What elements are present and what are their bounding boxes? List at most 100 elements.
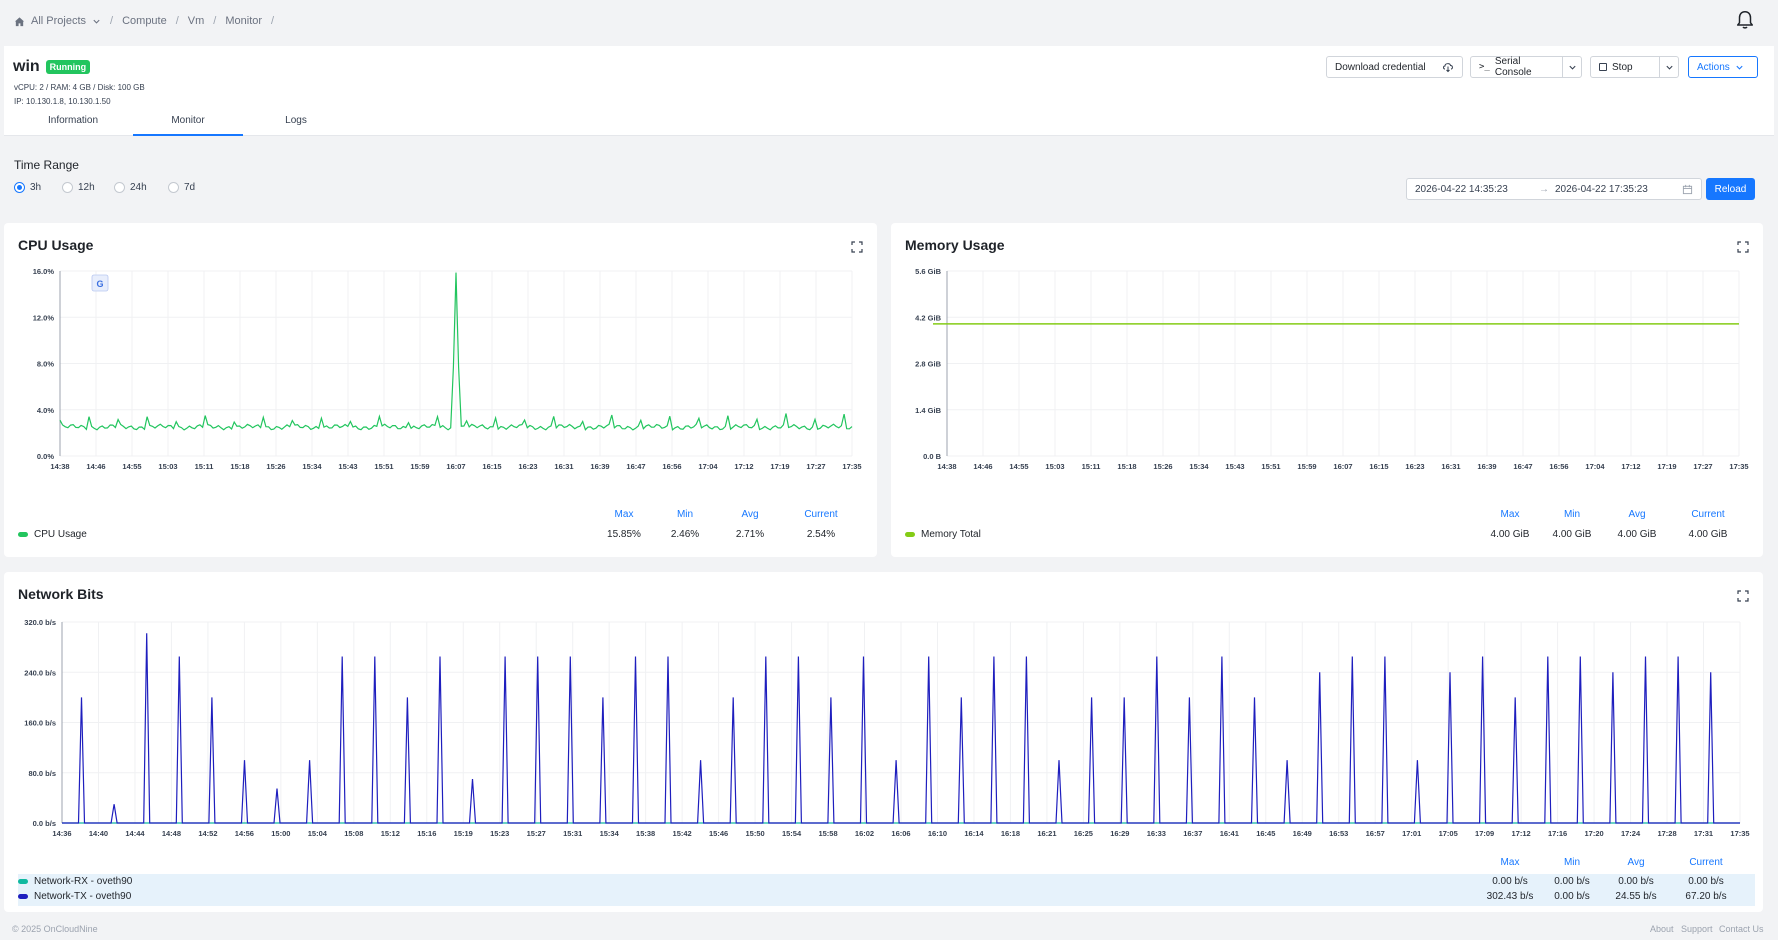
radio-label: 12h xyxy=(78,182,95,193)
y-tick-label: 240.0 b/s xyxy=(24,668,56,677)
stat-header-max: Max xyxy=(1500,509,1520,520)
y-tick-label: 12.0% xyxy=(33,313,55,322)
cpu-usage-series-line xyxy=(59,272,853,431)
x-tick-label: 15:51 xyxy=(1261,462,1280,471)
radio-circle[interactable] xyxy=(114,182,125,193)
x-tick-label: 15:12 xyxy=(381,829,400,838)
radio-circle[interactable] xyxy=(62,182,73,193)
network-rx-legend[interactable]: Network-RX - oveth90 xyxy=(18,876,132,887)
stop-icon xyxy=(1599,63,1607,71)
radio-label: 24h xyxy=(130,182,147,193)
tab-information[interactable]: Information xyxy=(47,115,99,126)
x-tick-label: 17:19 xyxy=(1657,462,1676,471)
footer-contact-link[interactable]: Contact Us xyxy=(1719,924,1764,934)
x-tick-label: 15:04 xyxy=(308,829,328,838)
x-tick-label: 15:34 xyxy=(302,462,322,471)
serial-console-dropdown[interactable] xyxy=(1562,56,1582,78)
x-tick-label: 16:07 xyxy=(446,462,465,471)
memory-usage-title: Memory Usage xyxy=(905,237,1005,253)
breadcrumb-vm[interactable]: Vm xyxy=(187,15,205,27)
x-tick-label: 15:31 xyxy=(563,829,582,838)
legend-swatch xyxy=(18,532,28,537)
breadcrumb-all-projects[interactable]: All Projects xyxy=(31,15,87,27)
chevron-down-icon[interactable] xyxy=(92,17,101,26)
x-tick-label: 16:47 xyxy=(626,462,645,471)
x-tick-label: 16:23 xyxy=(1405,462,1424,471)
calendar-icon[interactable] xyxy=(1682,184,1693,195)
radio-12h[interactable]: 12h xyxy=(62,182,95,193)
fullscreen-icon[interactable] xyxy=(851,241,863,253)
memory-stat-current: 4.00 GiB xyxy=(1688,529,1728,540)
fullscreen-icon[interactable] xyxy=(1737,590,1749,602)
breadcrumb-monitor[interactable]: Monitor xyxy=(225,15,263,27)
x-tick-label: 16:49 xyxy=(1293,829,1312,838)
network-tx-legend[interactable]: Network-TX - oveth90 xyxy=(18,891,131,902)
date-end-input[interactable]: 2026-04-22 17:35:23 xyxy=(1555,183,1648,195)
x-tick-label: 17:35 xyxy=(1729,462,1748,471)
date-range-picker[interactable]: 2026-04-22 14:35:23 → 2026-04-22 17:35:2… xyxy=(1406,178,1702,200)
stat-header-avg: Avg xyxy=(1628,509,1646,520)
footer-copyright: © 2025 OnCloudNine xyxy=(12,924,98,934)
x-tick-label: 14:46 xyxy=(86,462,105,471)
tab-logs[interactable]: Logs xyxy=(285,115,307,126)
x-tick-label: 17:24 xyxy=(1621,829,1641,838)
y-tick-label: 16.0% xyxy=(33,267,55,276)
radio-3h[interactable]: 3h xyxy=(14,182,41,193)
radio-circle[interactable] xyxy=(14,182,25,193)
x-tick-label: 17:12 xyxy=(734,462,753,471)
radio-24h[interactable]: 24h xyxy=(114,182,147,193)
x-tick-label: 16:56 xyxy=(662,462,681,471)
tab-monitor[interactable]: Monitor xyxy=(133,115,243,136)
memory-stat-avg: 4.00 GiB xyxy=(1617,529,1657,540)
rx-stat-max: 0.00 b/s xyxy=(1492,876,1528,887)
x-tick-label: 16:39 xyxy=(590,462,609,471)
x-tick-label: 16:25 xyxy=(1074,829,1093,838)
rx-stat-min: 0.00 b/s xyxy=(1554,876,1590,887)
cpu-legend[interactable]: CPU Usage xyxy=(18,529,87,540)
chevron-down-icon xyxy=(1736,65,1743,70)
x-tick-label: 17:35 xyxy=(842,462,861,471)
stat-header-min: Min xyxy=(1563,857,1581,868)
x-tick-label: 16:14 xyxy=(964,829,984,838)
fullscreen-icon[interactable] xyxy=(1737,241,1749,253)
x-tick-label: 17:04 xyxy=(1585,462,1605,471)
x-tick-label: 16:15 xyxy=(1369,462,1388,471)
y-tick-label: 8.0% xyxy=(37,360,54,369)
x-tick-label: 17:12 xyxy=(1621,462,1640,471)
radio-circle[interactable] xyxy=(168,182,179,193)
x-tick-label: 17:31 xyxy=(1694,829,1713,838)
date-start-input[interactable]: 2026-04-22 14:35:23 xyxy=(1415,183,1508,195)
chevron-down-icon xyxy=(1665,65,1673,70)
home-icon[interactable] xyxy=(14,16,25,27)
tx-stat-max: 302.43 b/s xyxy=(1486,891,1534,902)
y-tick-label: 160.0 b/s xyxy=(24,719,56,728)
x-tick-label: 15:03 xyxy=(1045,462,1064,471)
memory-usage-chart: 14:38 14:46 14:55 15:03 15:11 15:18 15:26 15:34… xyxy=(915,267,1748,471)
x-tick-label: 16:31 xyxy=(1441,462,1460,471)
stop-button[interactable]: Stop xyxy=(1590,56,1660,78)
radio-7d[interactable]: 7d xyxy=(168,182,195,193)
network-bits-chart: 14:36 14:40 14:44 14:48 14:52 14:56 15:00 15:04… xyxy=(24,618,1749,838)
x-tick-label: 14:46 xyxy=(973,462,992,471)
x-tick-label: 16:45 xyxy=(1256,829,1275,838)
footer-support-link[interactable]: Support xyxy=(1681,924,1713,934)
translate-icon-glyph: G xyxy=(96,279,103,289)
x-tick-label: 16:02 xyxy=(855,829,874,838)
reload-button[interactable]: Reload xyxy=(1706,178,1755,200)
translate-icon xyxy=(91,274,109,292)
actions-label: Actions xyxy=(1697,61,1730,73)
breadcrumb-compute[interactable]: Compute xyxy=(122,15,167,27)
x-tick-label: 15:50 xyxy=(745,829,764,838)
stop-dropdown[interactable] xyxy=(1659,56,1679,78)
x-tick-label: 15:42 xyxy=(673,829,692,838)
download-credential-button[interactable]: Download credential xyxy=(1326,56,1463,78)
x-tick-label: 17:27 xyxy=(1693,462,1712,471)
footer-about-link[interactable]: About xyxy=(1650,924,1674,934)
serial-console-button[interactable]: >_ Serial Console xyxy=(1470,56,1563,78)
actions-button[interactable]: Actions xyxy=(1688,56,1758,78)
memory-legend[interactable]: Memory Total xyxy=(905,529,981,540)
x-tick-label: 17:12 xyxy=(1512,829,1531,838)
bell-icon[interactable] xyxy=(1734,9,1756,31)
x-tick-label: 15:46 xyxy=(709,829,728,838)
x-tick-label: 15:18 xyxy=(230,462,249,471)
